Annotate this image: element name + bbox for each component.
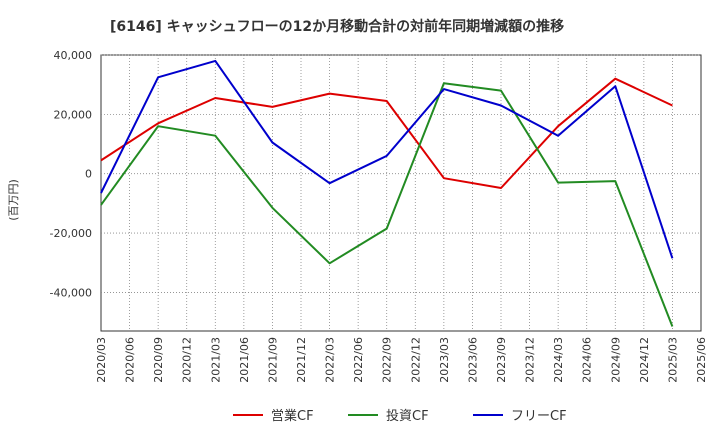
- legend-label: 営業CF: [271, 408, 314, 424]
- x-tick-label: 2023/06: [466, 337, 479, 383]
- chart-title: [6146] キャッシュフローの12か月移動合計の対前年同期増減額の推移: [110, 18, 564, 35]
- x-tick-label: 2021/09: [266, 337, 279, 383]
- x-tick-label: 2024/06: [581, 337, 594, 383]
- x-tick-label: 2020/12: [181, 337, 194, 383]
- x-tick-label: 2020/03: [95, 337, 108, 383]
- x-tick-label: 2023/09: [495, 337, 508, 383]
- x-tick-label: 2023/03: [438, 337, 451, 383]
- x-tick-label: 2024/12: [638, 337, 651, 383]
- series-line-1: [100, 77, 673, 189]
- y-axis: 40,000 20,000 0 -20,000 -40,000: [50, 49, 92, 299]
- x-tick-label: 2025/06: [695, 337, 708, 383]
- legend-label: 投資CF: [386, 408, 429, 424]
- y-tick-label: -20,000: [50, 227, 92, 240]
- y-tick-label: 20,000: [54, 108, 93, 121]
- x-tick-label: 2023/12: [524, 337, 537, 383]
- y-tick-label: 40,000: [54, 49, 93, 62]
- grid-layer: [101, 54, 701, 331]
- x-tick-label: 2022/06: [352, 337, 365, 383]
- x-tick-label: 2021/06: [238, 337, 251, 383]
- x-tick-label: 2021/12: [295, 337, 308, 383]
- x-tick-label: 2025/03: [666, 337, 679, 383]
- x-tick-label: 2022/09: [381, 337, 394, 383]
- y-axis-label: (百万円): [7, 179, 20, 221]
- x-tick-label: 2020/09: [152, 337, 165, 383]
- x-tick-label: 2024/03: [552, 337, 565, 383]
- x-tick-label: 2024/09: [609, 337, 622, 383]
- x-tick-label: 2022/03: [324, 337, 337, 383]
- y-tick-label: 0: [85, 168, 92, 181]
- series-line-3: [100, 59, 674, 259]
- series-layer: [100, 59, 674, 327]
- x-tick-label: 2022/12: [409, 337, 422, 383]
- series-line-2: [100, 82, 674, 327]
- x-axis: 2020/03 2020/06 2020/09 2020/12 2021/03 2021/…: [95, 337, 708, 383]
- legend-label: フリーCF: [511, 409, 567, 424]
- legend: 営業CF 投資CF フリーCF: [233, 408, 567, 424]
- x-tick-label: 2020/06: [124, 337, 137, 383]
- x-tick-label: 2021/03: [209, 337, 222, 383]
- y-tick-label: -40,000: [50, 286, 92, 299]
